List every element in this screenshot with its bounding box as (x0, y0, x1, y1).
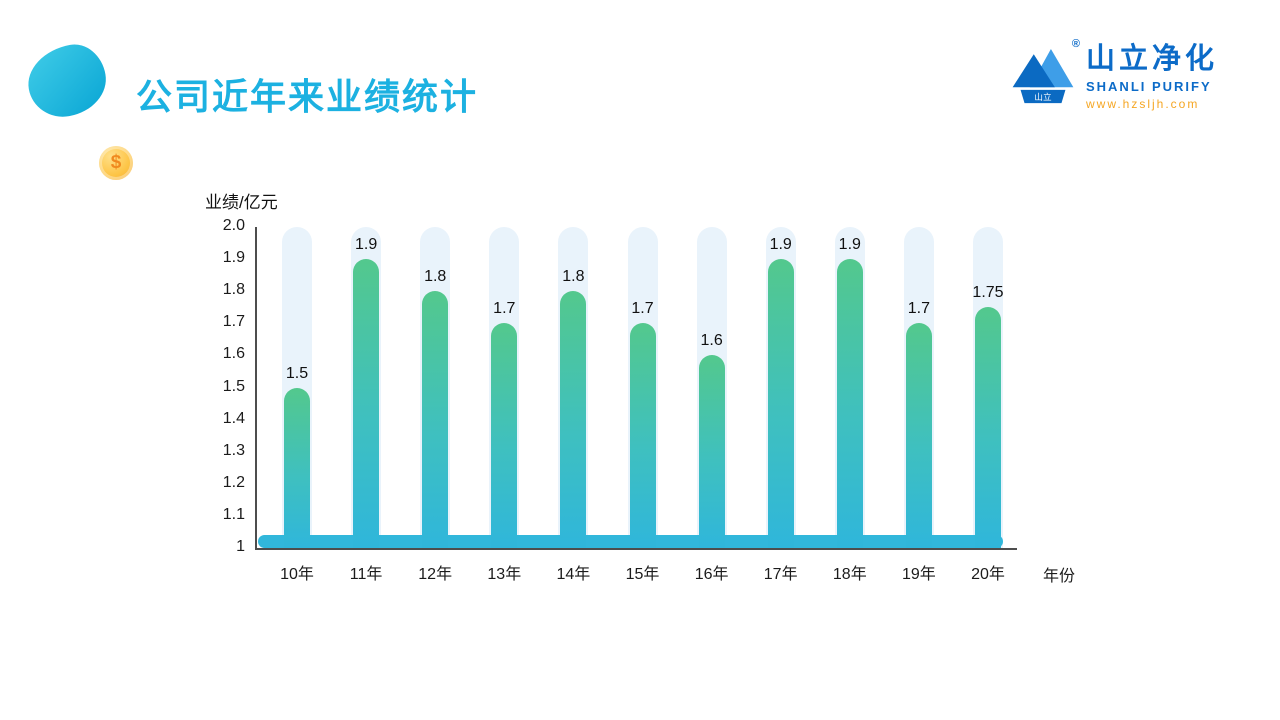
brand-name-cn: 山立净化 (1085, 43, 1218, 75)
bar-value-label: 1.9 (354, 236, 378, 254)
registered-mark: ® (1071, 38, 1080, 50)
bar-value-label: 1.5 (285, 364, 309, 382)
bar-value-label: 1.8 (562, 268, 585, 286)
mountain-logo-icon: 山立 ® (1010, 38, 1080, 116)
x-tick-label: 12年 (418, 566, 453, 583)
bar-value-label: 1.9 (769, 236, 792, 254)
bar (767, 259, 794, 548)
bar-value-label: 1.6 (700, 332, 723, 350)
y-tick-label: 1.3 (222, 441, 245, 459)
x-tick-label: 11年 (349, 566, 383, 583)
bar (905, 323, 932, 548)
x-tick-label: 10年 (280, 566, 314, 583)
page-title: 公司近年来业绩统计 (136, 76, 479, 117)
brand-name-en: SHANLI PURIFY (1085, 78, 1212, 94)
bar (698, 355, 725, 548)
bar (422, 291, 449, 548)
company-logo: 山立 ® 山立净化 SHANLI PURIFY www.hzsljh.com (1010, 38, 1218, 116)
x-tick-label: 18年 (832, 566, 867, 583)
y-tick-label: 1 (236, 538, 245, 555)
bar (975, 307, 1001, 548)
logo-text-block: 山立净化 SHANLI PURIFY www.hzsljh.com (1086, 40, 1218, 111)
bar-value-label: 1.7 (907, 300, 931, 318)
bar-value-label: 1.7 (631, 300, 654, 318)
dollar-symbol: $ (110, 152, 122, 173)
bar (836, 259, 863, 548)
teal-blob-decoration (22, 39, 112, 123)
y-tick-label: 1.5 (222, 377, 245, 395)
brand-website: www.hzsljh.com (1085, 96, 1200, 111)
bar (560, 291, 587, 548)
y-tick-label: 1.6 (222, 345, 245, 363)
bar-value-label: 1.9 (838, 236, 861, 254)
x-tick-label: 20年 (971, 566, 1005, 583)
y-tick-label: 1.7 (222, 313, 245, 331)
x-axis-title: 年份 (1043, 568, 1076, 585)
bar (353, 259, 380, 548)
y-axis-title: 业绩/亿元 (205, 193, 278, 212)
x-tick-label: 19年 (901, 566, 936, 583)
x-tick-label: 16年 (694, 566, 729, 583)
x-tick-label: 15年 (625, 566, 660, 583)
y-tick-label: 1.9 (222, 249, 245, 267)
y-tick-label: 2.0 (222, 217, 245, 234)
x-tick-label: 13年 (487, 566, 522, 583)
mountain-icon: 山立 (1012, 48, 1074, 104)
bar (284, 387, 310, 548)
y-tick-label: 1.4 (222, 409, 245, 427)
plot-area: 2.0 1.9 1.8 1.7 1.6 1.5 1.4 1.3 1.2 1.1 1 1.5 10年 1.9… (223, 217, 1017, 583)
coin-icon: $ (99, 146, 133, 180)
bar-value-label: 1.75 (972, 284, 1004, 302)
y-tick-label: 1.2 (222, 473, 245, 491)
y-tick-label: 1.8 (222, 281, 245, 299)
bar-value-label: 1.7 (493, 300, 516, 318)
y-tick-label: 1.1 (222, 505, 245, 523)
bar (629, 323, 656, 548)
bar-value-label: 1.8 (424, 268, 447, 286)
logo-icon-label: 山立 (1034, 91, 1052, 102)
bar (491, 323, 518, 548)
x-tick-label: 17年 (763, 566, 798, 583)
x-tick-label: 14年 (556, 566, 591, 583)
